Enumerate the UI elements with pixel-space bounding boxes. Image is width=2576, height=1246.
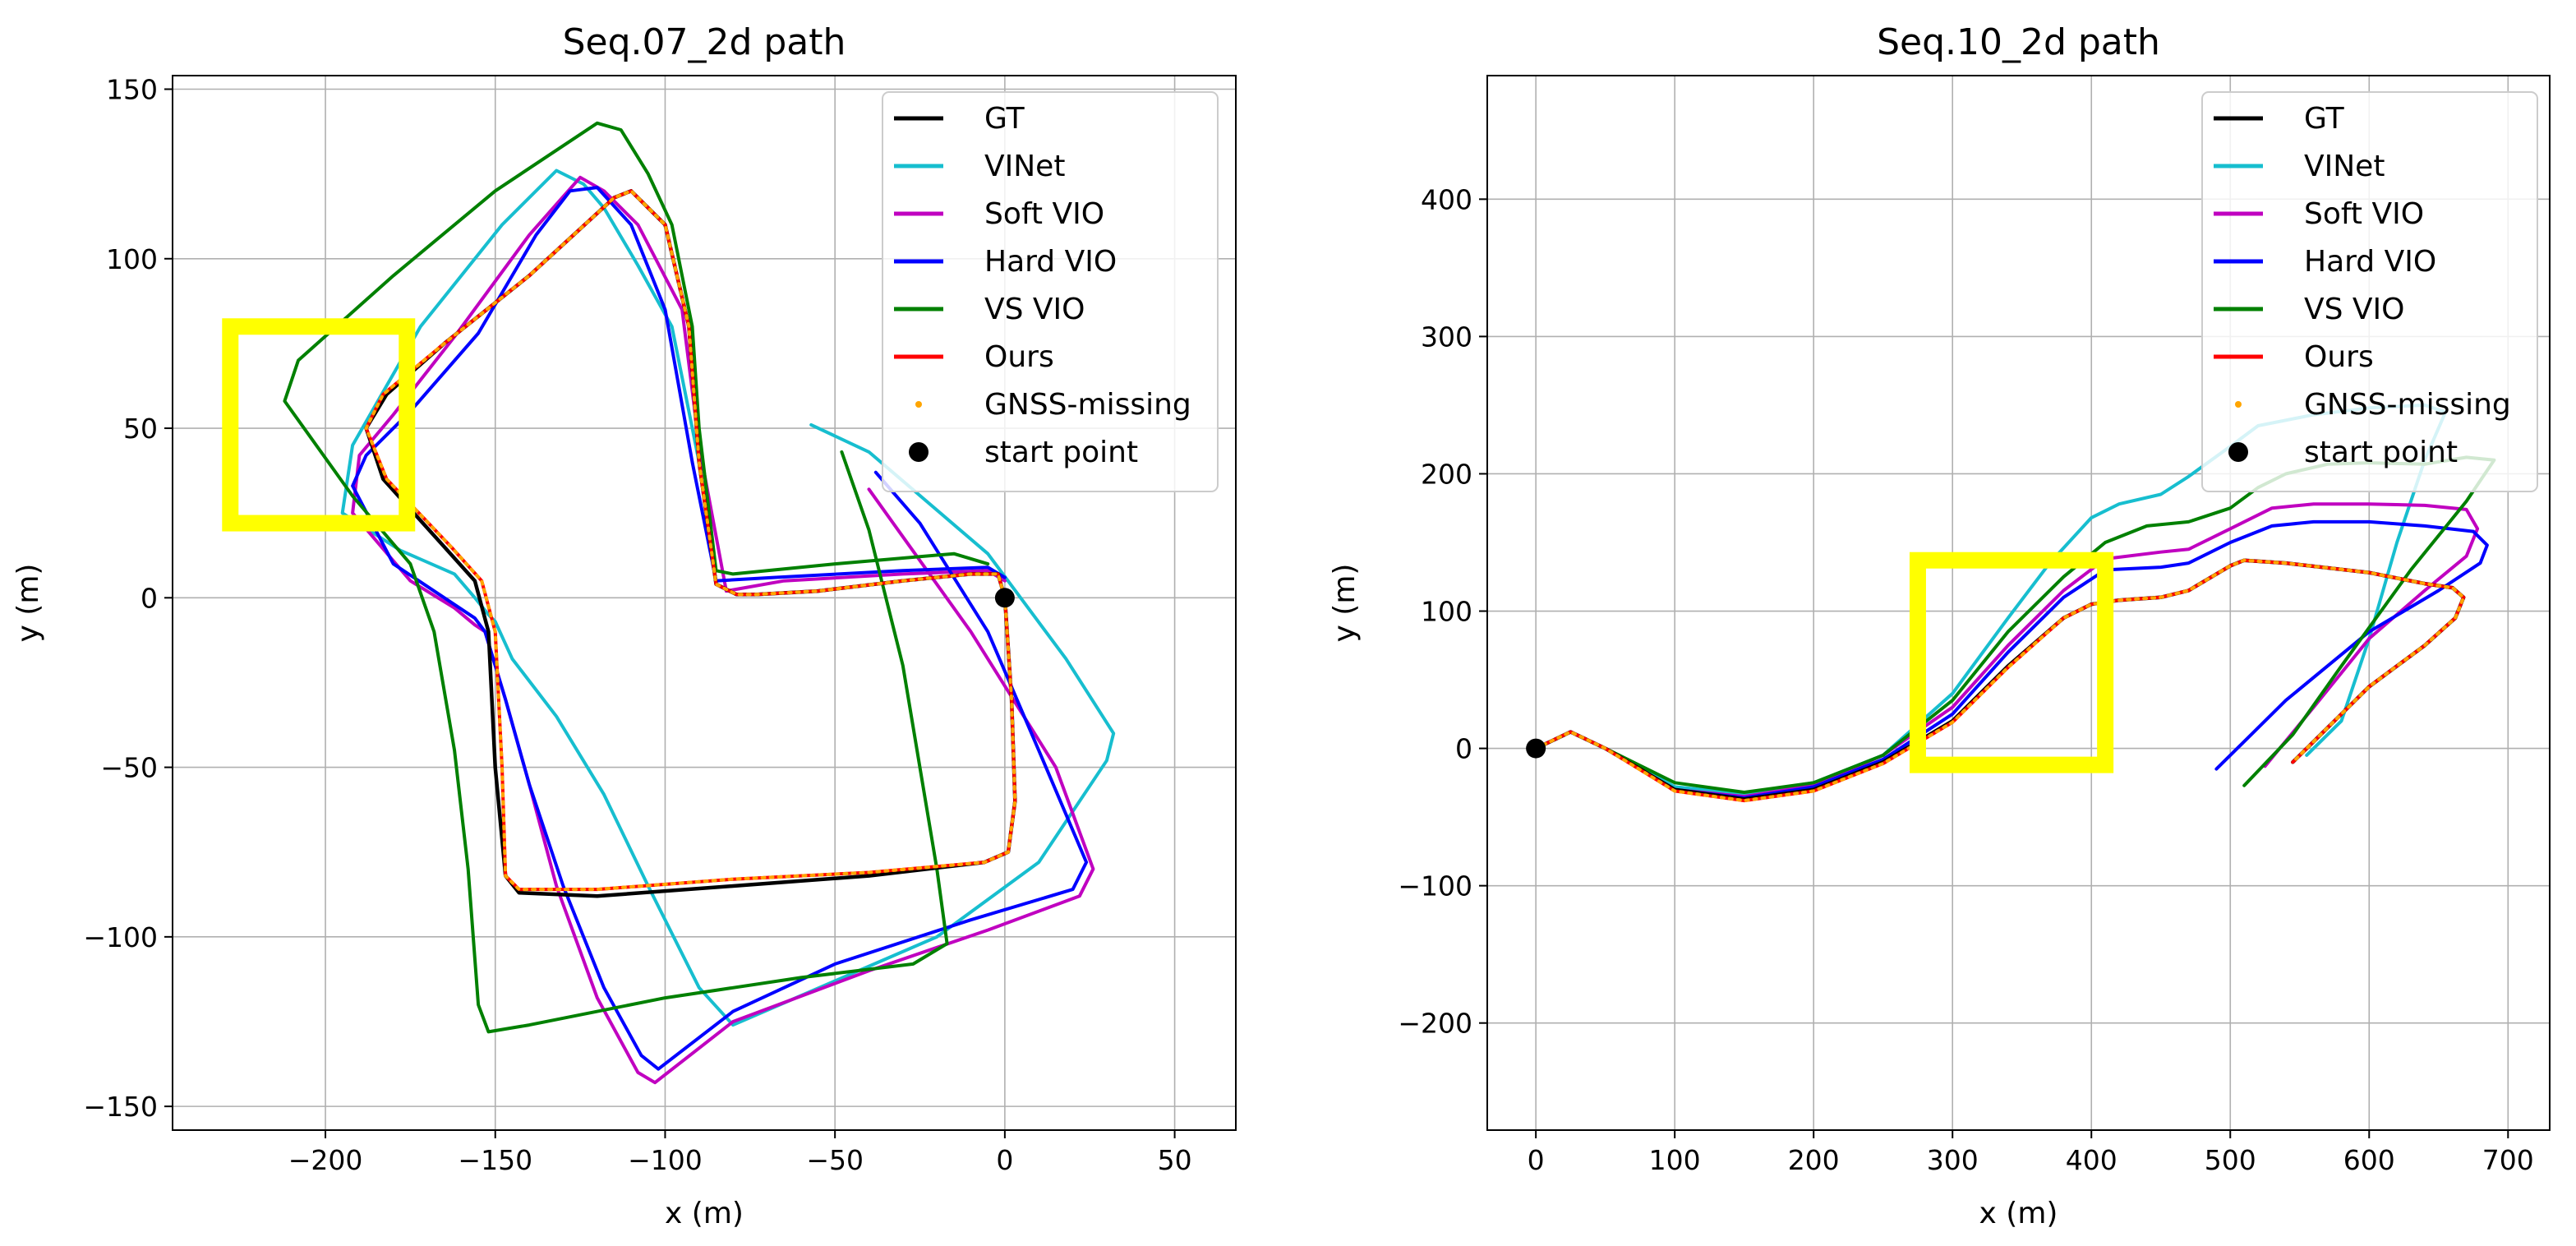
chart1-series-gnss-missing (364, 188, 1017, 892)
chart1-xtick-label: −200 (288, 1144, 363, 1176)
chart2-ytick-label: 400 (1421, 183, 1472, 215)
chart2-legend: GT VINet Soft VIO Hard VIO VS VIO Ours GNSS-mi… (2201, 91, 2538, 492)
chart2-ytick-label: 100 (1421, 596, 1472, 628)
chart1-ytick-label: 50 (123, 413, 158, 445)
chart2-start-point (1526, 738, 1546, 759)
chart1-legend-label: Ours (984, 340, 1054, 374)
chart1-series-soft-vio (351, 175, 1095, 1085)
chart2-legend-marker-start-point (2228, 442, 2248, 462)
chart1-series-group (283, 121, 1116, 1085)
chart2-xtick-label: 400 (2066, 1144, 2117, 1176)
chart2-xtick-label: 300 (1927, 1144, 1979, 1176)
chart1-ylabel: y (m) (12, 564, 45, 643)
chart1-title: Seq.07_2d path (563, 21, 846, 63)
chart2-series-group (1533, 403, 2496, 803)
chart1-xtick-label: −150 (458, 1144, 532, 1176)
chart1-start-point (994, 588, 1015, 608)
chart1-legend-label: VS VIO (984, 293, 1085, 326)
chart2-legend-label: Ours (2304, 340, 2374, 374)
chart2-ytick-label: 0 (1455, 733, 1472, 765)
chart2-legend-box (2201, 91, 2538, 492)
chart2-series-gnss-missing (1534, 558, 2466, 803)
chart1-ytick-label: 100 (106, 243, 158, 275)
chart2-xtick-label: 700 (2482, 1144, 2534, 1176)
chart2-axes-frame (1486, 75, 2551, 1131)
chart1-plot: −200 −150 −100 −50 0 50 150 100 50 0 −50 −100 −150 Se… (12, 21, 1237, 1230)
chart2-series-vs-vio (1534, 455, 2496, 794)
chart2-plot: 0 100 200 300 400 500 600 700 400 300 200 100 0 −100 −… (1328, 21, 2551, 1230)
chart1-ytick-label: 150 (106, 74, 158, 106)
chart1-xtick-label: 50 (1158, 1144, 1192, 1176)
chart2-legend-label: start point (2304, 436, 2458, 469)
chart2-legend-label: GNSS-missing (2304, 388, 2511, 422)
chart1-ytick-label: 0 (141, 582, 158, 614)
chart2-ytick-label: −100 (1398, 870, 1472, 902)
chart1-ytick-label: −150 (83, 1091, 158, 1123)
chart2-legend-label: VS VIO (2304, 293, 2405, 326)
chart2-xlabel: x (m) (1979, 1197, 2058, 1230)
chart2-highlight-box (1909, 551, 2114, 773)
chart2-legend-label: Hard VIO (2304, 245, 2436, 279)
chart2-ytick-label: 200 (1421, 458, 1472, 490)
chart2-ylabel: y (m) (1328, 564, 1362, 643)
chart1-legend-marker-start-point (909, 442, 929, 462)
chart1-ytick-label: −50 (100, 752, 158, 784)
chart1-axes-frame (172, 75, 1237, 1131)
chart2-legend-label: GT (2304, 102, 2345, 136)
chart2-title: Seq.10_2d path (1877, 21, 2160, 63)
chart1-xtick-label: 0 (996, 1144, 1013, 1176)
chart2-ytick-label: −200 (1398, 1008, 1472, 1040)
chart1-legend: GT VINet Soft VIO Hard VIO VS VIO Ours GNSS-mi… (882, 91, 1219, 492)
chart2-xtick-label: 600 (2343, 1144, 2395, 1176)
chart1-series-vs-vio (283, 121, 990, 1034)
chart2-xtick-label: 0 (1528, 1144, 1545, 1176)
chart1-series-vinet (340, 168, 1116, 1027)
chart1-highlight-box (222, 318, 416, 532)
chart1-legend-marker-gnss-missing (915, 401, 922, 408)
chart2-legend-label: Soft VIO (2304, 197, 2424, 231)
chart1-legend-label: GT (984, 102, 1025, 136)
chart1-legend-label: start point (984, 436, 1138, 469)
chart2-legend-label: VINet (2304, 150, 2385, 183)
chart1-ytick-label: −100 (83, 921, 158, 953)
chart2-legend-marker-gnss-missing (2235, 401, 2242, 408)
chart1-legend-label: VINet (984, 150, 1065, 183)
chart1-legend-box (882, 91, 1219, 492)
chart1-legend-label: GNSS-missing (984, 388, 1191, 422)
chart2-series-soft-vio (1534, 502, 2480, 799)
chart2-xtick-label: 200 (1788, 1144, 1840, 1176)
chart1-xlabel: x (m) (665, 1197, 744, 1230)
chart2-xtick-label: 500 (2205, 1144, 2256, 1176)
chart1-xtick-label: −100 (628, 1144, 703, 1176)
chart1-xtick-label: −50 (806, 1144, 864, 1176)
chart1-legend-label: Soft VIO (984, 197, 1104, 231)
chart2-xtick-label: 100 (1649, 1144, 1701, 1176)
chart1-legend-label: Hard VIO (984, 245, 1117, 279)
chart1-series-hard-vio (351, 186, 1089, 1071)
chart2-ytick-label: 300 (1421, 321, 1472, 353)
